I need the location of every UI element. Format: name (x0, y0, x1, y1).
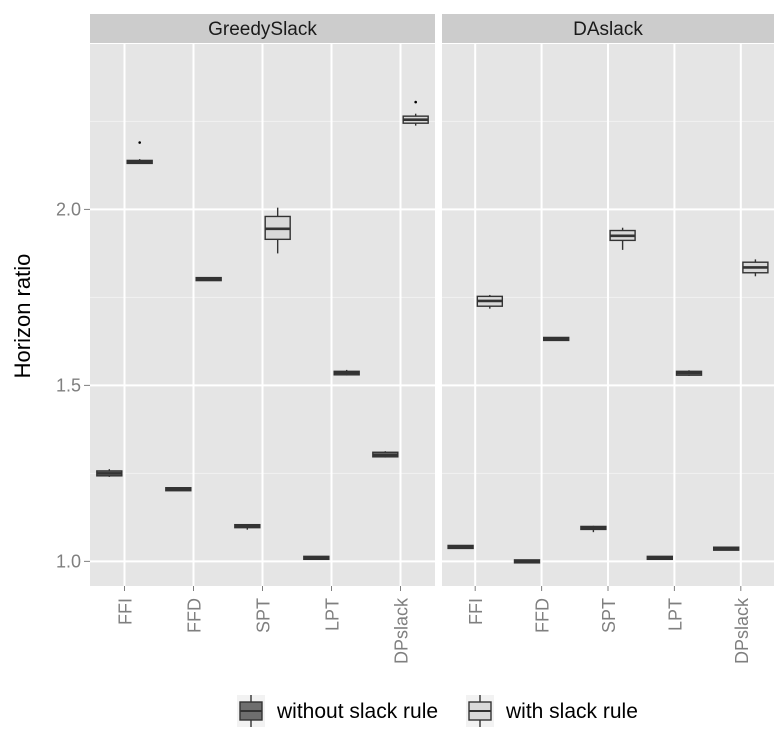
facet-strip (442, 14, 774, 43)
legend-item-with-slack-rule: with slack rule (466, 695, 638, 727)
x-tick-label-spt: SPT (599, 598, 619, 633)
box-lpt-with-slack-rule (675, 370, 703, 376)
y-tick-label: 1.0 (56, 551, 81, 571)
box-ffi-with-slack-rule (476, 294, 504, 309)
box-lpt-without-slack-rule (303, 555, 330, 561)
facet-title: DAslack (573, 19, 643, 40)
box-dpslack-without-slack-rule (372, 451, 399, 458)
x-tick-label-ffd: FFD (185, 598, 205, 633)
series-without-slack-rule (447, 525, 740, 564)
y-axis: 1.0 1.5 2.0 (56, 199, 90, 571)
legend: without slack rule with slack rule (237, 695, 638, 727)
facet-panels: FFI FFD SPT LPT DPslack GreedySlack FFI FFD SPT L… (90, 14, 774, 664)
box-ffi-without-slack-rule (447, 544, 474, 550)
legend-item-without-slack-rule: without slack rule (237, 695, 438, 727)
legend-label: with slack rule (505, 700, 638, 723)
x-tick-label-ffi: FFI (466, 598, 486, 625)
x-tick-label-dpslack: DPslack (392, 597, 412, 664)
box-spt-without-slack-rule (580, 525, 607, 533)
box-lpt-without-slack-rule (646, 555, 673, 561)
x-tick-label-lpt: LPT (323, 598, 343, 631)
outlier-point (138, 141, 141, 144)
facet-daslack: FFI FFD SPT LPT DPslack DAslack (442, 14, 774, 664)
y-tick-label: 2.0 (56, 199, 81, 219)
legend-label: without slack rule (276, 700, 438, 723)
series-with-slack-rule (476, 227, 769, 376)
box-spt-without-slack-rule (234, 523, 261, 530)
facet-greedyslack: FFI FFD SPT LPT DPslack GreedySlack (90, 14, 435, 664)
y-axis-title: Horizon ratio (10, 254, 35, 379)
facet-title: GreedySlack (208, 19, 317, 40)
x-tick-label-spt: SPT (254, 598, 274, 633)
x-tick-label-lpt: LPT (665, 598, 685, 631)
box-dpslack-without-slack-rule (712, 546, 740, 551)
facet-strip (90, 14, 435, 43)
box-dpslack-with-slack-rule (742, 259, 769, 277)
box-ffd-with-slack-rule (195, 276, 222, 282)
outlier-point (414, 100, 417, 104)
x-tick-label-dpslack: DPslack (732, 597, 752, 664)
box-spt-with-slack-rule (609, 227, 636, 250)
box-ffi-without-slack-rule (96, 469, 123, 477)
series-with-slack-rule (126, 100, 429, 376)
box-lpt-with-slack-rule (333, 369, 360, 376)
box-ffd-with-slack-rule (543, 336, 570, 342)
x-tick-label-ffd: FFD (533, 598, 553, 633)
box-ffi-with-slack-rule (126, 141, 153, 165)
box-dpslack-with-slack-rule (402, 100, 429, 126)
series-without-slack-rule (96, 451, 399, 561)
box-spt-with-slack-rule (264, 207, 291, 254)
box-ffd-without-slack-rule (165, 487, 192, 492)
x-tick-label-ffi: FFI (116, 598, 136, 625)
box-ffd-without-slack-rule (513, 559, 541, 564)
y-tick-label: 1.5 (56, 375, 81, 395)
